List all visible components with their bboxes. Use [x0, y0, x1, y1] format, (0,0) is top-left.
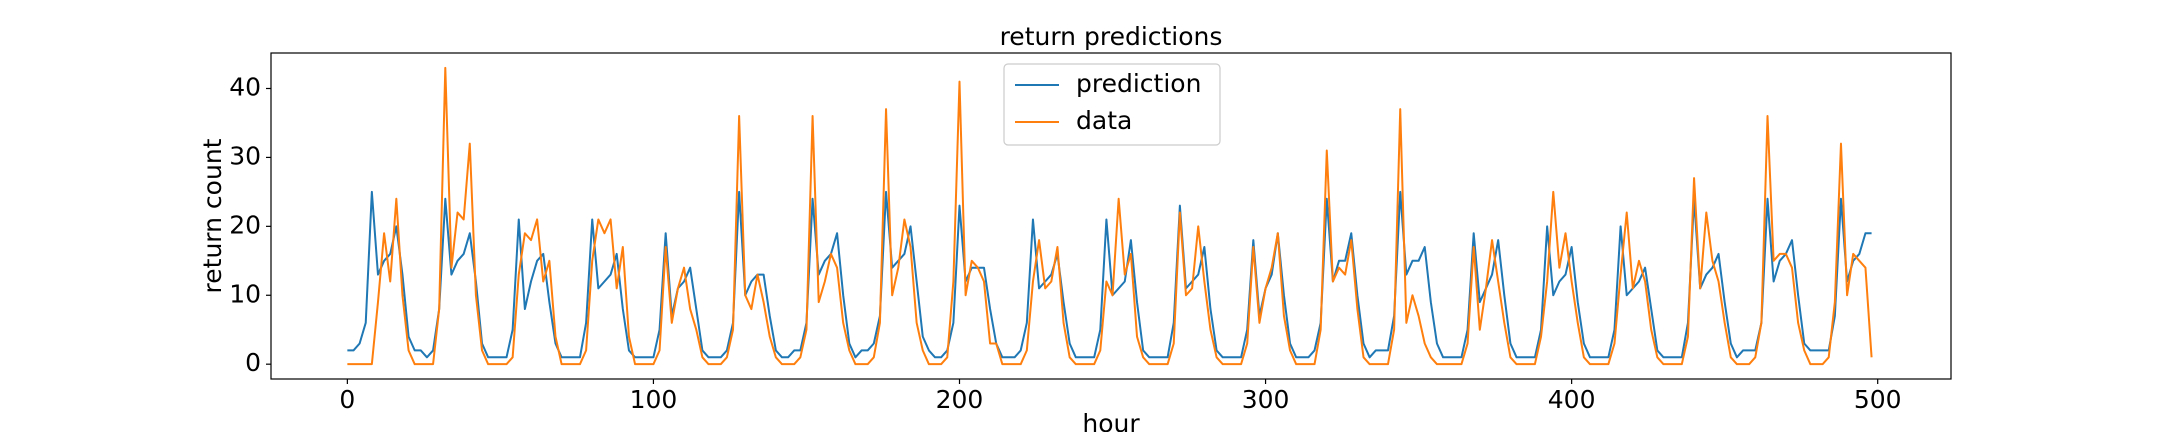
legend-label: prediction: [1076, 69, 1201, 98]
x-tick-label: 400: [1548, 385, 1596, 414]
y-tick-label: 0: [245, 348, 261, 377]
x-tick-label: 300: [1242, 385, 1290, 414]
y-tick-label: 40: [229, 72, 261, 101]
chart-title: return predictions: [1000, 22, 1223, 51]
y-tick-label: 10: [229, 279, 261, 308]
x-axis-label: hour: [1082, 409, 1140, 432]
plot-frame: [270, 52, 1952, 380]
series-line: [347, 66, 1873, 366]
x-tick-label: 0: [339, 385, 355, 414]
x-tick-label: 100: [630, 385, 678, 414]
x-tick-label: 200: [936, 385, 984, 414]
series-line: [347, 190, 1872, 359]
legend: prediction data: [1003, 63, 1221, 146]
legend-label: data: [1076, 106, 1132, 135]
y-tick-label: 30: [229, 141, 261, 170]
y-tick-label: 20: [229, 210, 261, 239]
y-axis-label: return count: [198, 138, 227, 293]
x-tick-label: 500: [1854, 385, 1902, 414]
